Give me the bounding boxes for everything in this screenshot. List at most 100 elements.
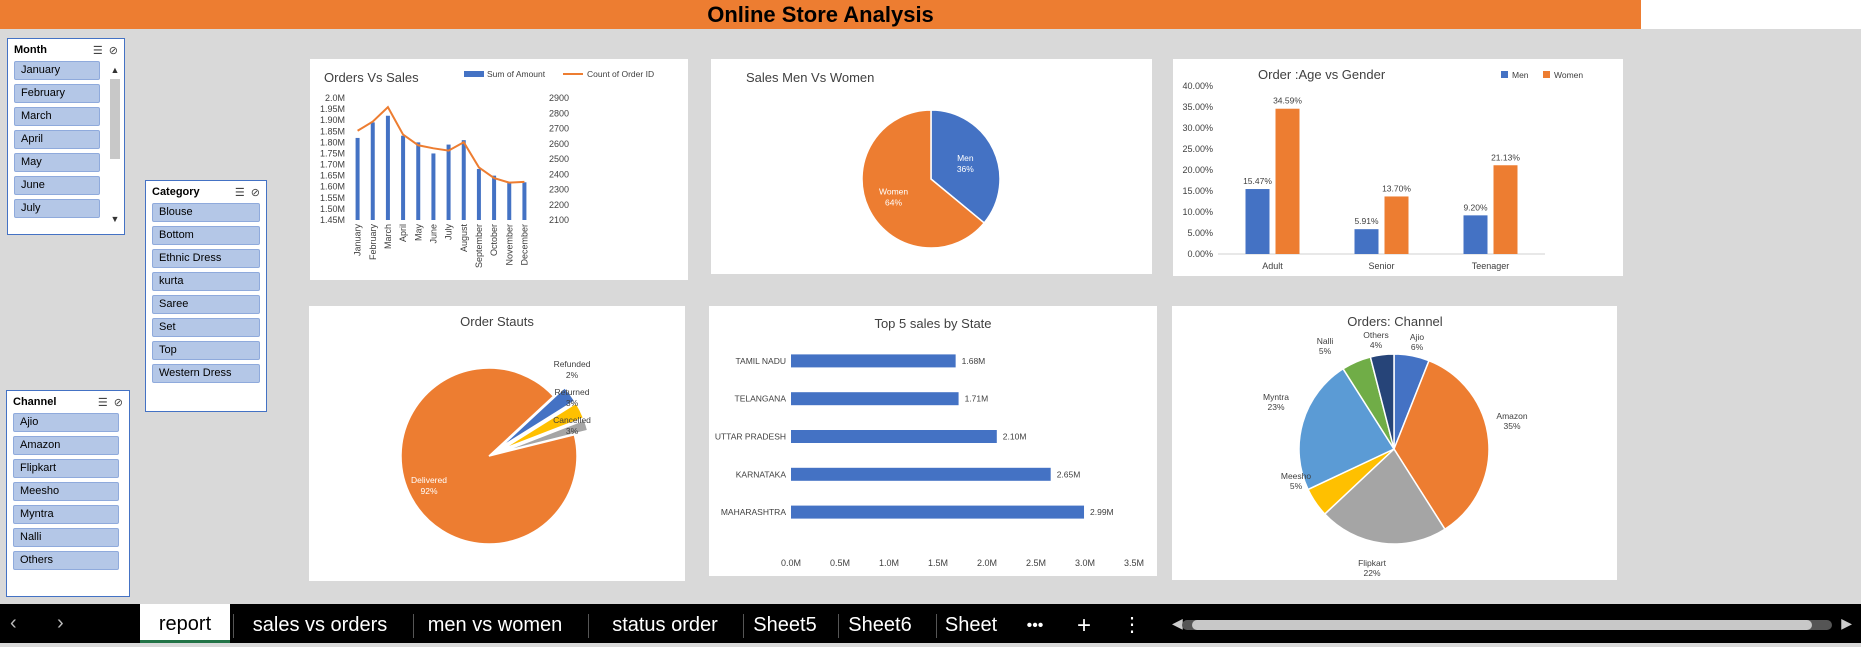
slice-label-value: 36% — [957, 164, 974, 174]
x-tick: 3.0M — [1075, 558, 1095, 568]
data-label: 1.71M — [965, 394, 989, 404]
next-sheet-icon[interactable]: › — [57, 612, 64, 634]
y-tick: TELANGANA — [735, 394, 787, 404]
slicer-month-item[interactable]: May — [14, 153, 100, 172]
slicer-month-item[interactable]: July — [14, 199, 100, 218]
slicer-category-item[interactable]: kurta — [152, 272, 260, 291]
slice-label-value: 2% — [566, 370, 579, 380]
chart-age-vs-gender[interactable]: Order :Age vs Gender Men Women 40.00% 35.00%… — [1173, 59, 1623, 276]
slicer-category-item[interactable]: Bottom — [152, 226, 260, 245]
slicer-month-scrollbar[interactable]: ▲ ▼ — [110, 65, 120, 226]
slice-label-name: Delivered — [411, 475, 447, 485]
y-tick: 20.00% — [1182, 165, 1213, 175]
add-sheet-button[interactable]: + — [1076, 612, 1091, 639]
slice-label-value: 3% — [566, 398, 579, 408]
y-left-tick: 1.65M — [320, 171, 345, 181]
bar — [431, 153, 436, 220]
x-tick: June — [428, 224, 438, 244]
y-tick: 30.00% — [1182, 123, 1213, 133]
multi-select-icon[interactable]: ☰ — [97, 396, 108, 409]
slicer-channel-item[interactable]: Amazon — [13, 436, 119, 455]
slicer-channel-title: Channel — [13, 396, 57, 408]
chart-order-status[interactable]: Order Stauts Delivered 92% Cancelled 3% Retur… — [309, 306, 685, 581]
y-left-tick: 1.95M — [320, 104, 345, 114]
bar — [446, 144, 451, 220]
slicer-category-item[interactable]: Western Dress — [152, 364, 260, 383]
sheet-tab[interactable]: Sheet5 — [753, 614, 817, 636]
pie-slice — [1323, 447, 1446, 545]
chart-sales-men-women[interactable]: Sales Men Vs Women Men 36% Women 64% — [711, 59, 1152, 274]
slice-label-name: Meesho — [1281, 471, 1312, 481]
y-left-tick: 1.60M — [320, 182, 345, 192]
slice-label-name: Ajio — [1410, 332, 1424, 342]
bar — [507, 182, 512, 220]
bar — [1275, 108, 1300, 254]
slicer-month-item[interactable]: February — [14, 84, 100, 103]
slicer-category-item[interactable]: Saree — [152, 295, 260, 314]
sheet-tab[interactable]: Sheet6 — [848, 614, 912, 636]
scroll-right-icon[interactable]: ▶ — [1841, 615, 1852, 631]
slice-label-name: Men — [957, 153, 974, 163]
chart-orders-channel[interactable]: Orders: Channel Ajio 6% Amazon 35% Flipkart 22… — [1172, 306, 1617, 580]
slicer-channel-item[interactable]: Myntra — [13, 505, 119, 524]
pie-slice — [930, 109, 1001, 225]
slicer-category-item[interactable]: Ethnic Dress — [152, 249, 260, 268]
slicer-channel-item[interactable]: Ajio — [13, 413, 119, 432]
sheet-tab[interactable]: report — [140, 604, 230, 643]
y-right-tick: 2100 — [549, 215, 569, 225]
clear-filter-icon[interactable]: ⊘ — [113, 396, 123, 409]
slicer-category-item[interactable]: Blouse — [152, 203, 260, 222]
scroll-down-icon[interactable]: ▼ — [110, 214, 120, 224]
sheet-tab[interactable]: Sheet — [944, 614, 998, 636]
slicer-month-item[interactable]: April — [14, 130, 100, 149]
slicer-channel-item[interactable]: Nalli — [13, 528, 119, 547]
horizontal-scrollbar[interactable]: ◀ ▶ — [1172, 615, 1852, 633]
sheet-menu-icon[interactable]: ⋮ — [1122, 614, 1142, 636]
tab-separator — [413, 614, 414, 638]
sheet-tab[interactable]: status order — [612, 614, 718, 636]
slicer-channel[interactable]: Channel ☰ ⊘ Ajio Amazon Flipkart Meesho Mynt… — [6, 390, 130, 597]
chart-title: Order :Age vs Gender — [1258, 67, 1386, 82]
y-left-tick: 1.55M — [320, 193, 345, 203]
slicer-month-item[interactable]: June — [14, 176, 100, 195]
slicer-channel-item[interactable]: Others — [13, 551, 119, 570]
bar — [1384, 196, 1409, 254]
x-tick: April — [398, 224, 408, 242]
slicer-channel-item[interactable]: Meesho — [13, 482, 119, 501]
x-tick: December — [519, 224, 529, 266]
multi-select-icon[interactable]: ☰ — [234, 186, 245, 199]
scroll-left-icon[interactable]: ◀ — [1172, 615, 1183, 631]
clear-filter-icon[interactable]: ⊘ — [250, 186, 260, 199]
scroll-thumb[interactable] — [1192, 620, 1812, 630]
sheet-tab[interactable]: men vs women — [427, 614, 563, 636]
slicer-category[interactable]: Category ☰ ⊘ Blouse Bottom Ethnic Dress kur… — [145, 180, 267, 412]
slicer-category-item[interactable]: Set — [152, 318, 260, 337]
slicer-channel-item[interactable]: Flipkart — [13, 459, 119, 478]
slicer-month-title: Month — [14, 44, 47, 56]
sheet-tab[interactable]: sales vs orders — [252, 614, 388, 636]
y-tick: UTTAR PRADESH — [715, 432, 786, 442]
y-right-tick: 2600 — [549, 139, 569, 149]
x-tick: 2.5M — [1026, 558, 1046, 568]
x-tick: 0.0M — [781, 558, 801, 568]
chart-top5-states[interactable]: Top 5 sales by State TAMIL NADU 1.68M TELAN… — [709, 306, 1157, 576]
chart-orders-vs-sales[interactable]: Orders Vs Sales Sum of Amount Count of Ord… — [310, 59, 688, 280]
more-tabs-icon[interactable]: ••• — [1026, 617, 1044, 634]
x-tick: 1.0M — [879, 558, 899, 568]
slicer-month-item[interactable]: January — [14, 61, 100, 80]
slicer-month[interactable]: Month ☰ ⊘ January February March April May Ju… — [7, 38, 125, 235]
scroll-thumb[interactable] — [110, 79, 120, 159]
pie-slice — [400, 367, 578, 545]
y-tick: 0.00% — [1187, 249, 1213, 259]
slicer-category-item[interactable]: Top — [152, 341, 260, 360]
clear-filter-icon[interactable]: ⊘ — [108, 44, 118, 57]
multi-select-icon[interactable]: ☰ — [92, 44, 103, 57]
y-left-tick: 2.0M — [325, 93, 345, 103]
data-label: 5.91% — [1354, 216, 1379, 226]
scroll-up-icon[interactable]: ▲ — [110, 65, 120, 75]
chart-title: Orders: Channel — [1347, 314, 1442, 329]
banner-blank — [1641, 0, 1861, 29]
slicer-month-item[interactable]: March — [14, 107, 100, 126]
bar — [1354, 229, 1379, 254]
prev-sheet-icon[interactable]: ‹ — [10, 612, 17, 634]
